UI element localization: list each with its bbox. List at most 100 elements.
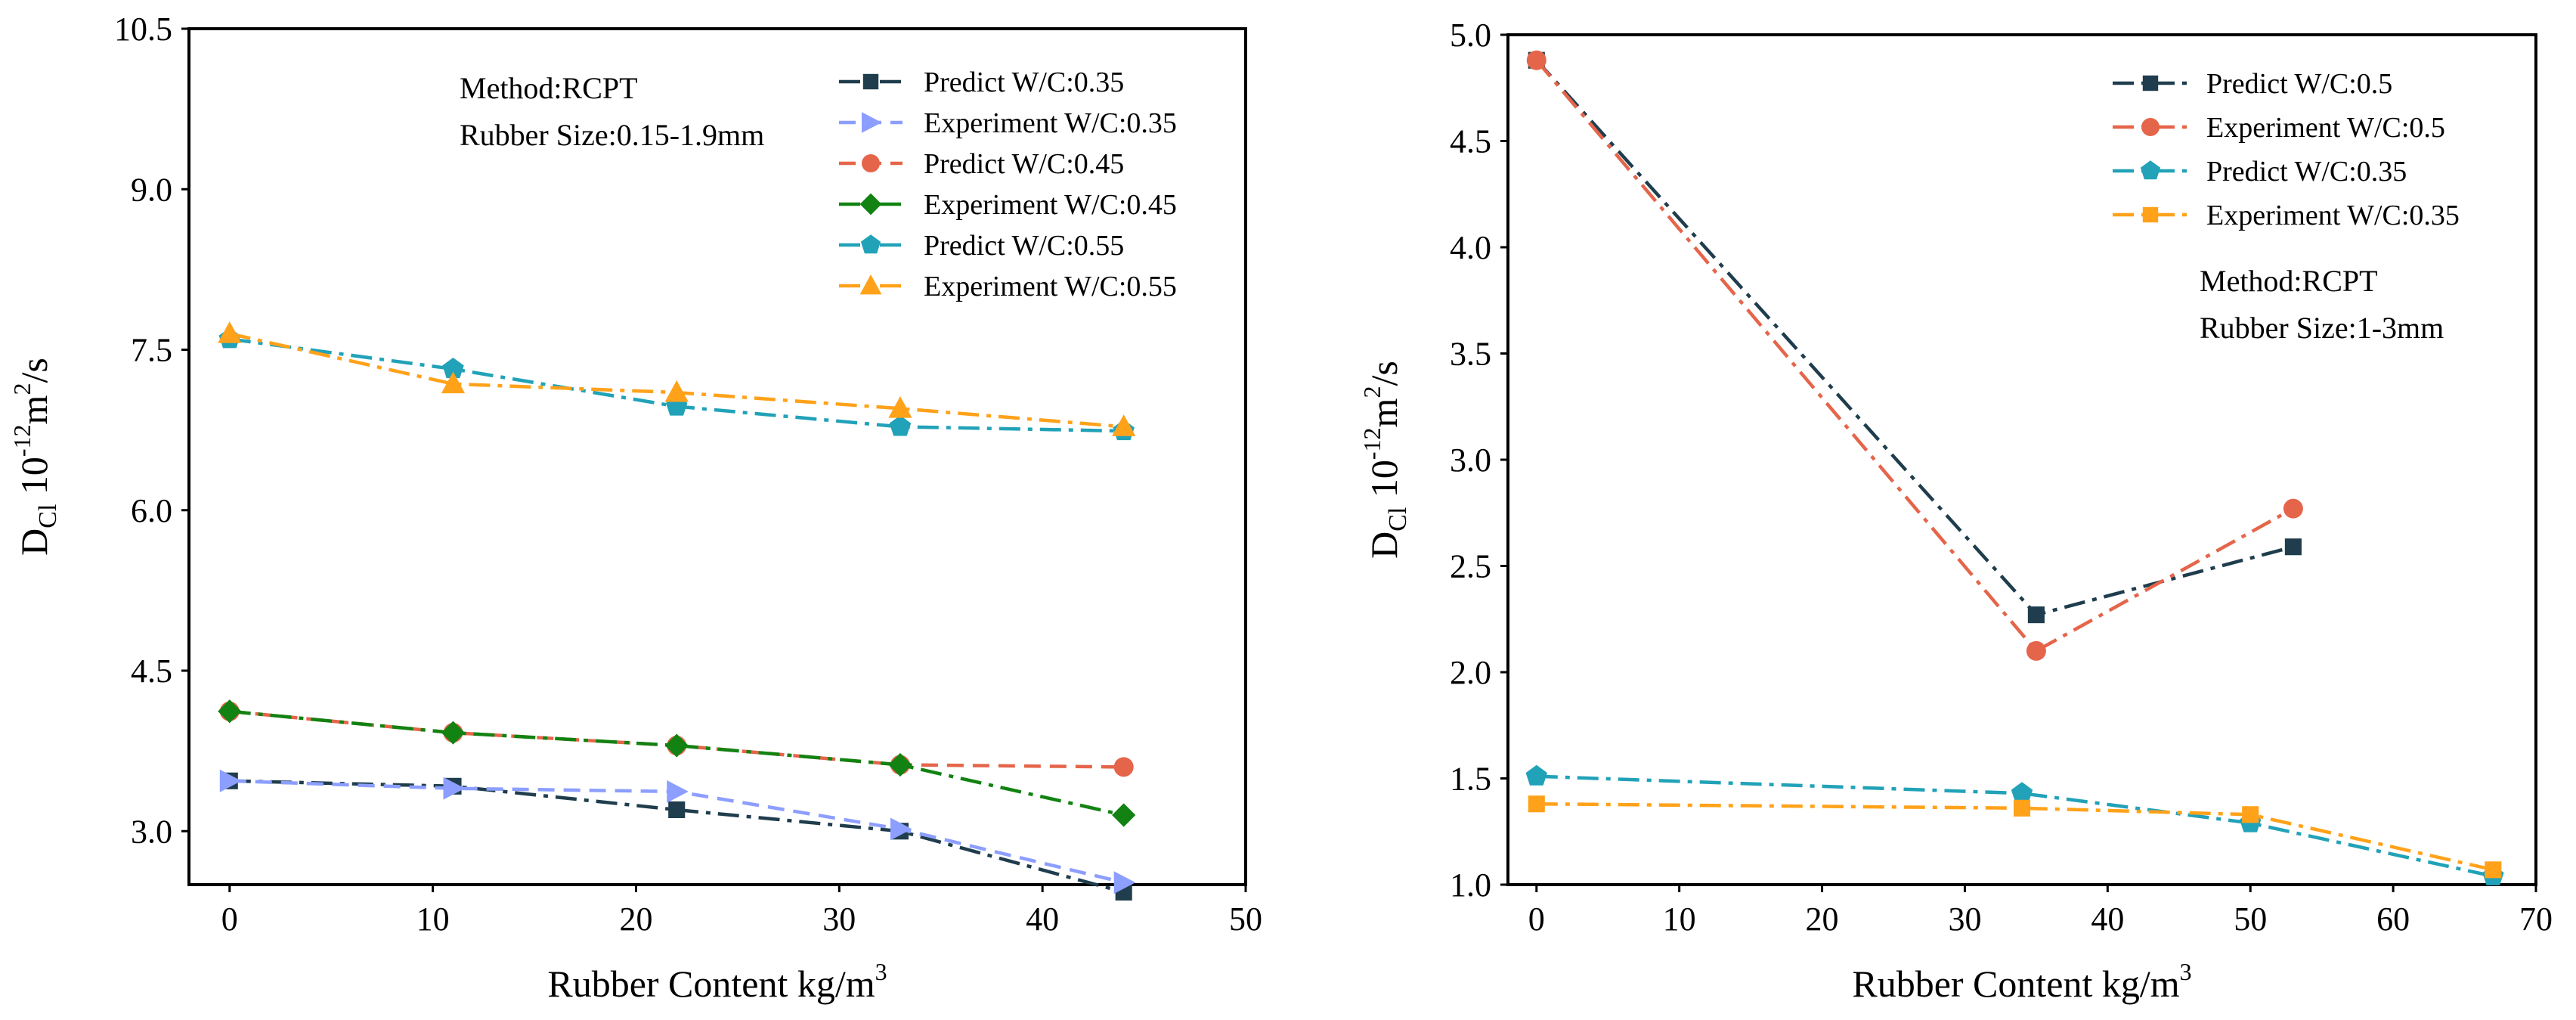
data-point (218, 699, 242, 724)
data-point (2284, 538, 2302, 556)
data-point (1113, 757, 1134, 777)
legend-label: Predict W/C:0.5 (2206, 68, 2392, 100)
x-tick-label: 30 (822, 901, 856, 938)
data-point (668, 801, 686, 818)
y-tick-label: 1.5 (1450, 761, 1491, 798)
data-point (1526, 50, 1547, 70)
legend-marker (2141, 118, 2160, 136)
legend-marker (862, 154, 880, 172)
series-line (1536, 774, 2494, 878)
x-tick-label: 50 (2234, 901, 2267, 938)
annotation: Method:RCPT (2200, 264, 2378, 298)
legend-marker (2140, 160, 2161, 180)
data-point (1112, 803, 1136, 827)
data-point (218, 321, 242, 343)
legend: Predict W/C:0.5 Experiment W/C:0.5 Predict… (2113, 68, 2460, 231)
legend-marker (859, 274, 882, 295)
series-2 (1525, 764, 2504, 885)
x-tick-label: 60 (2376, 901, 2410, 938)
y-tick-label: 2.5 (1450, 548, 1491, 585)
data-point (888, 396, 912, 418)
legend-label: Predict W/C:0.55 (924, 230, 1124, 262)
annotation: Method:RCPT (460, 71, 638, 105)
right-chart: 0 10 20 30 40 50 60 70 1.0 1.5 2.0 2.5 3.0 3.5 4.0 4.5 5… (1358, 17, 2553, 1005)
series-1 (219, 769, 1136, 894)
legend-label: Experiment W/C:0.35 (2206, 200, 2460, 231)
x-tick-label: 10 (1663, 901, 1696, 938)
y-tick-label: 10.5 (114, 11, 172, 48)
y-tick-label: 2.0 (1450, 654, 1491, 691)
x-axis-title: Rubber Content kg/m3 (1852, 958, 2191, 1005)
series-0 (1528, 51, 2302, 624)
legend-marker (862, 73, 879, 90)
x-tick-label: 10 (416, 901, 450, 938)
series-3 (218, 699, 1136, 827)
data-point (1112, 414, 1136, 436)
series-5 (218, 321, 1136, 436)
y-tick-label: 7.5 (131, 332, 172, 369)
data-point (219, 769, 242, 792)
data-point (664, 733, 689, 758)
x-tick-label: 0 (1528, 901, 1545, 938)
plot-frame (187, 27, 1247, 886)
annotation: Rubber Size:0.15-1.9mm (460, 118, 764, 152)
legend-marker (862, 112, 882, 133)
series-1 (1526, 50, 2303, 661)
data-point (889, 415, 912, 436)
y-tick-label: 3.0 (131, 813, 172, 850)
data-point (443, 777, 466, 800)
y-tick-label: 9.0 (131, 171, 172, 208)
legend-marker (859, 193, 882, 215)
series-line (1535, 59, 2294, 617)
legend-marker (2142, 206, 2159, 223)
data-point (2026, 640, 2046, 661)
data-point (664, 380, 689, 402)
data-point (441, 371, 466, 394)
series-3 (1528, 795, 2502, 879)
legend: Predict W/C:0.35 Experiment W/C:0.35 Predi… (839, 67, 1177, 302)
legend-label: Experiment W/C:0.45 (924, 189, 1177, 221)
x-tick-label: 30 (1948, 901, 1981, 938)
y-tick-label: 5.0 (1450, 17, 1491, 54)
x-tick-label: 0 (221, 901, 238, 938)
data-point (1525, 764, 1547, 786)
series-line (229, 709, 1125, 817)
legend-label: Experiment W/C:0.35 (924, 107, 1177, 139)
y-tick-label: 3.5 (1450, 336, 1491, 373)
data-point (2242, 806, 2259, 823)
data-point (1528, 795, 1545, 813)
legend-marker (860, 234, 881, 254)
series-line (229, 779, 1125, 894)
y-tick-label: 4.0 (1450, 229, 1491, 266)
data-point (2011, 782, 2033, 803)
data-point (2485, 861, 2502, 879)
x-tick-label: 40 (1026, 901, 1059, 938)
y-tick-label: 6.0 (131, 492, 172, 529)
left-chart: 0 10 20 30 40 50 3.0 4.5 6.0 7.5 9.0 10.5 Rubber Con… (8, 11, 1262, 1005)
x-axis-title: Rubber Content kg/m3 (547, 958, 887, 1005)
legend-marker (2142, 75, 2159, 91)
data-point (2283, 498, 2303, 519)
data-point (890, 817, 912, 841)
data-point (667, 780, 689, 803)
data-point (1113, 871, 1136, 894)
legend-label: Predict W/C:0.35 (924, 67, 1124, 98)
y-tick-label: 1.0 (1450, 867, 1491, 904)
annotation: Rubber Size:1-3mm (2200, 311, 2444, 345)
legend-label: Predict W/C:0.45 (924, 148, 1124, 180)
y-axis-title: DCl 10-12m2/s (1358, 361, 1412, 559)
y-tick-label: 3.0 (1450, 442, 1491, 479)
data-point (2027, 606, 2045, 624)
x-tick-label: 50 (1229, 901, 1262, 938)
data-point (888, 752, 912, 777)
y-tick-label: 4.5 (1450, 123, 1491, 160)
data-point (441, 721, 466, 745)
y-tick-label: 4.5 (131, 653, 172, 690)
x-tick-label: 20 (1806, 901, 1839, 938)
legend-label: Predict W/C:0.35 (2206, 156, 2407, 188)
legend-label: Experiment W/C:0.55 (924, 271, 1177, 302)
x-tick-label: 40 (2091, 901, 2124, 938)
legend-label: Experiment W/C:0.5 (2206, 112, 2445, 144)
y-axis-title: DCl 10-12m2/s (8, 358, 62, 556)
